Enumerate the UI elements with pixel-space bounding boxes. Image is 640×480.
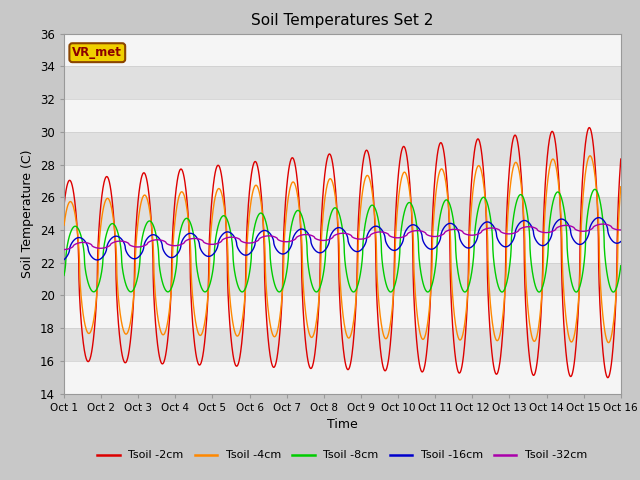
X-axis label: Time: Time [327,418,358,431]
Bar [64,328,621,361]
Bar [64,263,621,295]
Bar [64,197,621,230]
Title: Soil Temperatures Set 2: Soil Temperatures Set 2 [252,13,433,28]
Y-axis label: Soil Temperature (C): Soil Temperature (C) [21,149,35,278]
Bar [64,230,621,263]
Text: VR_met: VR_met [72,46,122,59]
Bar [64,165,621,197]
Bar [64,99,621,132]
Bar [64,66,621,99]
Bar [64,295,621,328]
Bar [64,34,621,66]
Legend: Tsoil -2cm, Tsoil -4cm, Tsoil -8cm, Tsoil -16cm, Tsoil -32cm: Tsoil -2cm, Tsoil -4cm, Tsoil -8cm, Tsoi… [93,446,592,465]
Bar [64,361,621,394]
Bar [64,132,621,165]
